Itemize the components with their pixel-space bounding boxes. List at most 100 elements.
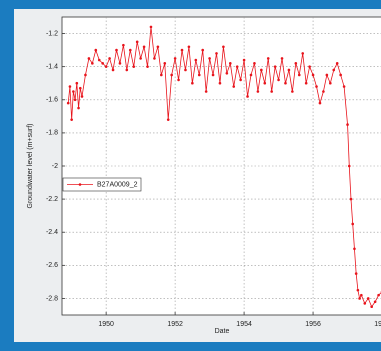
data-point bbox=[266, 57, 270, 60]
data-point bbox=[115, 48, 118, 52]
y-tick-label: -2.8 bbox=[46, 295, 58, 302]
data-point bbox=[84, 73, 87, 77]
data-point bbox=[366, 297, 370, 300]
data-point bbox=[297, 73, 301, 77]
y-tick-label: -2.4 bbox=[46, 229, 58, 236]
data-point bbox=[287, 68, 291, 72]
data-point bbox=[118, 62, 122, 65]
y-tick-label: -1.8 bbox=[46, 130, 58, 137]
y-tick-label: -1.2 bbox=[46, 30, 58, 37]
data-point bbox=[325, 73, 329, 77]
data-point bbox=[360, 293, 363, 297]
data-point bbox=[111, 68, 115, 72]
legend: B27A0009_2 bbox=[62, 177, 142, 192]
data-point bbox=[370, 305, 373, 309]
data-point bbox=[332, 68, 336, 72]
data-point bbox=[351, 222, 355, 226]
legend-box bbox=[62, 177, 142, 192]
data-point bbox=[225, 71, 229, 75]
data-point bbox=[242, 58, 246, 62]
data-point bbox=[77, 106, 80, 110]
data-point bbox=[273, 65, 277, 68]
data-point bbox=[201, 48, 205, 52]
data-point bbox=[73, 98, 77, 102]
data-point bbox=[239, 78, 242, 82]
data-point bbox=[354, 272, 358, 275]
data-point bbox=[315, 85, 318, 88]
data-point bbox=[146, 65, 149, 68]
data-point bbox=[101, 62, 104, 65]
data-point bbox=[329, 81, 332, 85]
data-point bbox=[215, 52, 218, 55]
data-point bbox=[97, 58, 101, 62]
data-point bbox=[187, 45, 191, 49]
data-point bbox=[156, 45, 160, 49]
data-point bbox=[246, 95, 249, 98]
data-point bbox=[346, 123, 349, 126]
data-point bbox=[308, 65, 311, 68]
data-point bbox=[353, 247, 356, 251]
data-point bbox=[235, 65, 239, 68]
data-point bbox=[358, 297, 361, 300]
data-point bbox=[142, 45, 146, 49]
legend-marker bbox=[78, 183, 82, 186]
data-point bbox=[75, 81, 79, 85]
data-point bbox=[132, 65, 136, 68]
data-point bbox=[263, 81, 267, 85]
data-point bbox=[94, 48, 98, 52]
x-tick-label: 1956 bbox=[305, 321, 321, 328]
data-point bbox=[335, 62, 339, 65]
x-tick-label: 1950 bbox=[98, 321, 114, 328]
data-point bbox=[301, 52, 305, 55]
data-point bbox=[108, 57, 111, 60]
data-point bbox=[318, 101, 322, 105]
data-point bbox=[218, 81, 222, 85]
data-point bbox=[66, 101, 70, 105]
plot-area bbox=[61, 16, 381, 316]
data-point bbox=[339, 73, 342, 77]
data-point bbox=[104, 65, 108, 68]
data-point bbox=[139, 57, 142, 60]
data-point bbox=[377, 293, 380, 297]
data-point bbox=[170, 73, 173, 77]
y-tick-label: -2.6 bbox=[46, 262, 58, 269]
data-point bbox=[363, 302, 367, 305]
data-point bbox=[280, 57, 284, 60]
x-axis-label: Date bbox=[215, 328, 230, 335]
plot bbox=[66, 25, 381, 309]
data-point bbox=[270, 90, 273, 93]
data-point bbox=[253, 62, 256, 65]
data-point bbox=[87, 57, 91, 60]
data-point bbox=[284, 81, 287, 85]
legend-label: B27A0009_2 bbox=[97, 181, 138, 188]
data-point bbox=[322, 90, 325, 93]
data-point bbox=[291, 90, 294, 93]
data-point bbox=[191, 81, 194, 85]
y-tick-label: -1.6 bbox=[46, 97, 58, 104]
data-point bbox=[194, 58, 198, 62]
data-point bbox=[180, 48, 184, 52]
data-point bbox=[349, 197, 353, 201]
data-point bbox=[160, 73, 163, 77]
data-point bbox=[163, 62, 167, 65]
data-point bbox=[78, 86, 82, 90]
series-line bbox=[67, 26, 381, 308]
data-point bbox=[356, 288, 360, 292]
data-point bbox=[184, 68, 187, 72]
y-tick-label: -2 bbox=[52, 163, 58, 170]
data-point bbox=[177, 78, 180, 82]
data-point bbox=[135, 40, 139, 44]
x-tick-label: 1954 bbox=[236, 321, 252, 328]
data-point bbox=[311, 73, 315, 77]
data-point bbox=[256, 90, 260, 93]
data-point bbox=[80, 95, 84, 98]
data-point bbox=[149, 25, 153, 29]
y-tick-label: -1.4 bbox=[46, 64, 58, 71]
data-point bbox=[211, 73, 215, 77]
data-point bbox=[342, 85, 346, 88]
data-point bbox=[294, 62, 298, 65]
data-point bbox=[173, 57, 177, 60]
data-point bbox=[208, 57, 211, 60]
data-point bbox=[68, 85, 72, 88]
